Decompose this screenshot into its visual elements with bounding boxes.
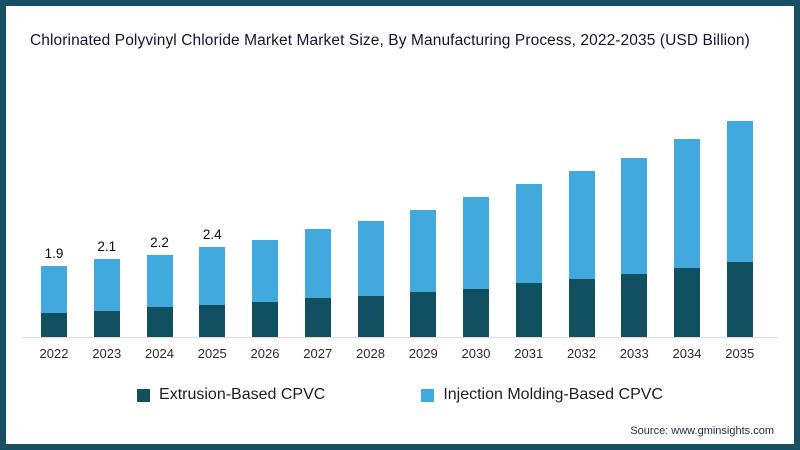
legend-label-extrusion: Extrusion-Based CPVC <box>159 386 326 403</box>
x-tick-label-2033: 2033 <box>619 346 649 361</box>
injection-segment <box>568 171 595 280</box>
legend-label-injection: Injection Molding-Based CPVC <box>443 386 663 403</box>
injection-segment <box>252 240 278 302</box>
chart-title: Chlorinated Polyvinyl Chloride Market Ma… <box>30 32 750 49</box>
stacked-bar-2026 <box>252 240 278 337</box>
extrusion-swatch-icon <box>137 388 151 402</box>
x-tick-label-2029: 2029 <box>408 346 438 361</box>
injection-segment <box>41 266 67 313</box>
extrusion-segment <box>146 307 173 337</box>
extrusion-segment <box>93 310 120 337</box>
x-axis-line <box>22 337 778 338</box>
x-tick-label-2031: 2031 <box>514 346 544 361</box>
extrusion-segment <box>568 279 595 337</box>
extrusion-segment <box>41 312 67 337</box>
injection-segment <box>726 120 753 263</box>
x-tick-label-2034: 2034 <box>672 346 702 361</box>
injection-segment <box>199 247 226 306</box>
stacked-bar-2032 <box>568 171 595 337</box>
stacked-bar-2027 <box>304 228 331 337</box>
x-tick-label-2026: 2026 <box>250 346 280 361</box>
extrusion-segment <box>410 292 437 337</box>
injection-segment <box>674 139 700 268</box>
data-label-2024: 2.2 <box>150 234 169 250</box>
plot-area: 2022 1.9 2023 2.1 2024 2.2 2025 2.4 2026 2027 2028… <box>6 6 794 444</box>
stacked-bar-2022 <box>41 266 67 337</box>
x-tick-label-2024: 2024 <box>145 346 174 361</box>
injection-segment <box>304 228 331 298</box>
extrusion-segment <box>674 267 700 337</box>
extrusion-segment <box>726 262 753 337</box>
legend-item-extrusion: Extrusion-Based CPVC <box>137 386 325 404</box>
x-tick-label-2023: 2023 <box>92 346 122 361</box>
extrusion-segment <box>621 273 648 337</box>
injection-segment <box>146 254 173 308</box>
legend: Extrusion-Based CPVC Injection Molding-B… <box>6 386 794 404</box>
extrusion-segment <box>304 297 331 337</box>
injection-segment <box>410 210 437 293</box>
x-tick-label-2027: 2027 <box>303 346 333 361</box>
x-tick-label-2035: 2035 <box>725 346 755 361</box>
stacked-bar-2031 <box>515 184 542 337</box>
data-label-2022: 1.9 <box>44 246 64 262</box>
injection-swatch-icon <box>421 388 435 402</box>
x-tick-label-2025: 2025 <box>197 346 227 361</box>
stacked-bar-2033 <box>621 157 648 337</box>
injection-segment <box>463 197 489 289</box>
x-tick-label-2030: 2030 <box>461 346 491 361</box>
stacked-bar-2034 <box>674 139 700 337</box>
extrusion-segment <box>199 305 226 337</box>
x-tick-label-2022: 2022 <box>39 346 69 361</box>
x-tick-label-2028: 2028 <box>356 346 385 361</box>
legend-item-injection: Injection Molding-Based CPVC <box>421 386 663 404</box>
injection-segment <box>515 184 542 283</box>
extrusion-segment <box>357 295 384 337</box>
stacked-bar-2024 <box>146 254 173 337</box>
source-credit: Source: www.gminsights.com <box>630 425 774 437</box>
injection-segment <box>93 258 120 311</box>
extrusion-segment <box>463 288 489 337</box>
stacked-bar-2023 <box>93 258 120 337</box>
extrusion-segment <box>252 301 278 337</box>
data-label-2025: 2.4 <box>202 227 222 243</box>
stacked-bar-2025 <box>199 247 226 337</box>
injection-segment <box>621 157 648 274</box>
injection-segment <box>357 221 384 296</box>
extrusion-segment <box>515 282 542 337</box>
stacked-bar-2029 <box>410 210 437 337</box>
stacked-bar-2030 <box>463 197 489 337</box>
data-label-2023: 2.1 <box>97 238 117 254</box>
stacked-bar-2035 <box>726 120 753 337</box>
x-tick-label-2032: 2032 <box>567 346 596 361</box>
stacked-bar-2028 <box>357 221 384 337</box>
